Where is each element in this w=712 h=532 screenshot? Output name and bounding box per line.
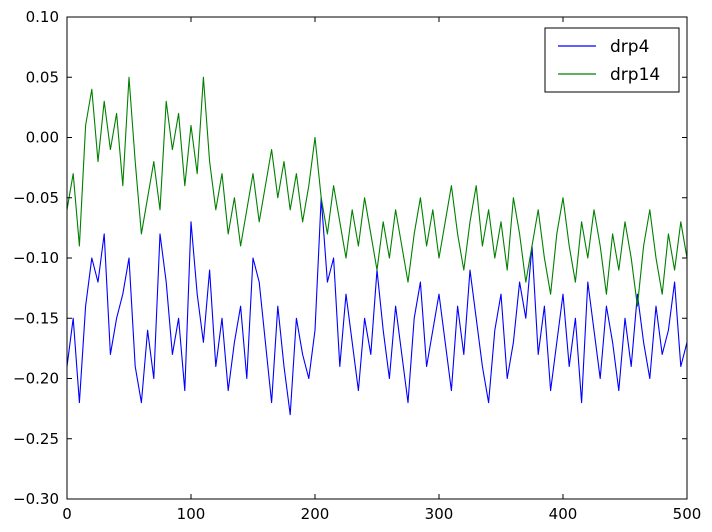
legend-label-drp4: drp4 — [610, 37, 649, 57]
y-tick-label: 0.05 — [26, 68, 59, 86]
y-tick-label: −0.20 — [13, 370, 59, 388]
x-tick-label: 100 — [177, 505, 206, 523]
series-layer — [67, 76, 687, 416]
legend: drp4 drp14 — [544, 27, 680, 93]
y-tick-label: 0.00 — [26, 129, 59, 147]
y-tick-label: −0.05 — [13, 189, 59, 207]
y-tick-label: −0.15 — [13, 309, 59, 327]
x-tick-label: 200 — [301, 505, 330, 523]
y-tick-label: −0.30 — [13, 490, 59, 508]
y-tick-label: −0.10 — [13, 249, 59, 267]
x-tick-label: 300 — [425, 505, 454, 523]
plot-area — [67, 17, 687, 499]
x-tick-label: 0 — [62, 505, 72, 523]
x-tick-label: 400 — [549, 505, 578, 523]
legend-label-drp14: drp14 — [610, 65, 660, 85]
axis-ticks — [66, 16, 688, 500]
legend-box — [544, 27, 680, 93]
y-tick-label: 0.10 — [26, 8, 59, 26]
x-tick-label: 500 — [673, 505, 702, 523]
y-tick-label: −0.25 — [13, 430, 59, 448]
tick-labels: 0 100 200 300 400 500 −0.30 −0.25 −0.20 −0.15 −0.1… — [13, 8, 701, 523]
series-line-drp14 — [67, 76, 687, 307]
